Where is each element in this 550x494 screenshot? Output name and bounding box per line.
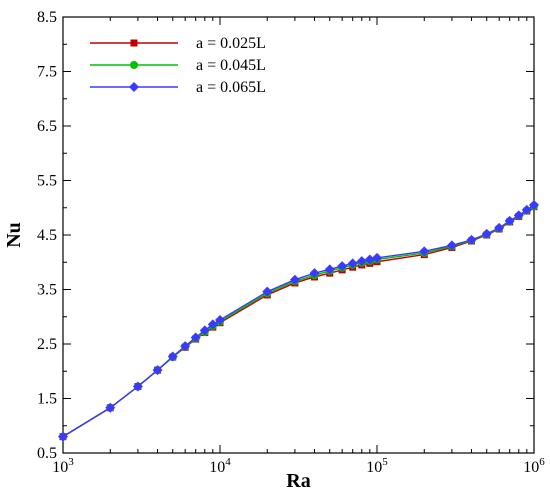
data-point xyxy=(289,274,300,285)
x-tick-label: 103 xyxy=(52,456,74,476)
x-axis-title: Ra xyxy=(286,470,310,492)
data-point xyxy=(262,286,273,297)
data-point xyxy=(446,240,457,251)
data-point xyxy=(356,256,367,267)
series-2 xyxy=(59,202,538,441)
data-point xyxy=(419,246,430,257)
data-point xyxy=(309,268,320,279)
data-point xyxy=(58,431,68,442)
data-point xyxy=(199,325,210,336)
series-group xyxy=(58,200,539,442)
legend-marker xyxy=(129,82,139,92)
data-point xyxy=(105,402,116,413)
series-3 xyxy=(58,200,539,442)
y-tick-labels: 0.5 1.5 2.5 3.5 4.5 5.5 6.5 7.5 8.5 xyxy=(37,9,57,462)
legend-marker xyxy=(130,39,138,47)
series-line xyxy=(62,204,535,438)
legend-label: a = 0.045L xyxy=(196,57,266,74)
data-point xyxy=(466,234,477,245)
y-tick-label: 5.5 xyxy=(37,173,57,190)
legend: a = 0.025L a = 0.045L a = 0.065L xyxy=(90,35,266,96)
legend-item: a = 0.045L xyxy=(90,57,266,74)
x-tick-labels: 103 104 105 106 xyxy=(52,456,545,476)
axis-ticks xyxy=(62,16,535,454)
data-point xyxy=(167,351,178,362)
data-point xyxy=(190,332,201,343)
y-tick-label: 0.5 xyxy=(37,445,57,462)
y-tick-label: 1.5 xyxy=(37,391,57,408)
legend-label: a = 0.025L xyxy=(196,35,266,52)
data-point xyxy=(152,365,163,376)
data-point xyxy=(337,261,348,272)
data-point xyxy=(481,228,492,239)
data-point xyxy=(347,258,358,269)
data-point xyxy=(324,264,335,275)
series-1 xyxy=(59,203,538,441)
legend-item: a = 0.065L xyxy=(90,79,266,96)
data-point xyxy=(504,215,515,226)
data-point xyxy=(521,204,532,215)
y-tick-label: 4.5 xyxy=(37,227,57,244)
data-point xyxy=(132,381,143,392)
legend-label: a = 0.065L xyxy=(196,79,266,96)
x-tick-label: 106 xyxy=(523,456,545,476)
series-line xyxy=(62,206,535,438)
legend-item: a = 0.025L xyxy=(90,35,266,52)
series-line xyxy=(62,205,535,438)
y-tick-label: 3.5 xyxy=(37,282,57,299)
data-point xyxy=(513,210,524,221)
y-axis-title: Nu xyxy=(3,222,25,248)
data-point xyxy=(207,319,218,330)
y-tick-label: 8.5 xyxy=(37,9,57,26)
y-tick-label: 2.5 xyxy=(37,336,57,353)
y-tick-label: 6.5 xyxy=(37,118,57,135)
data-point xyxy=(372,252,382,263)
data-point xyxy=(364,254,375,265)
x-tick-label: 105 xyxy=(366,456,388,476)
x-tick-label: 104 xyxy=(209,456,231,476)
legend-marker xyxy=(130,61,138,69)
data-point xyxy=(180,341,191,352)
data-point xyxy=(215,315,225,326)
data-point xyxy=(529,200,539,211)
y-tick-label: 7.5 xyxy=(37,64,57,81)
data-point xyxy=(494,222,505,233)
